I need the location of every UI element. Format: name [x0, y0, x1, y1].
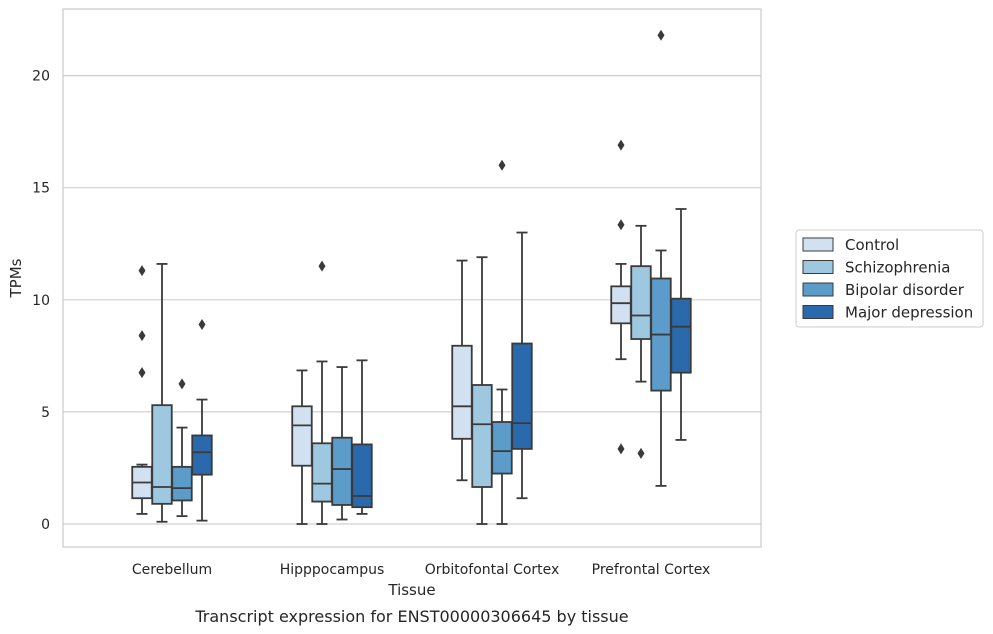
- outlier-point: [657, 29, 665, 41]
- outlier-point: [637, 447, 645, 459]
- y-tick-labels: 0 5 10 15 20: [32, 69, 50, 533]
- iqr-box: [151, 404, 173, 505]
- box-cerebellum-bipolar-disorder: [171, 378, 193, 518]
- y-tick-label-15: 15: [32, 181, 50, 197]
- y-tick-label-10: 10: [32, 293, 50, 309]
- iqr-box: [451, 344, 473, 440]
- legend-label-bipolar-disorder: Bipolar disorder: [845, 281, 965, 299]
- box-prefrontal-cortex-bipolar-disorder: [650, 29, 672, 487]
- iqr-box: [331, 436, 353, 506]
- box-cerebellum-schizophrenia: [151, 263, 173, 523]
- outlier-point: [138, 330, 146, 342]
- grid-lines: [63, 74, 761, 525]
- legend-swatch-bipolar-disorder: [802, 282, 834, 297]
- box-orbitofontal-cortex-bipolar-disorder: [491, 159, 513, 525]
- outlier-point: [198, 318, 206, 330]
- box-prefrontal-cortex-schizophrenia: [630, 224, 652, 459]
- x-tick-labels: Cerebellum Hipppocampus Orbitofontal Corte…: [132, 562, 710, 578]
- iqr-box: [351, 443, 373, 509]
- box-cerebellum-major-depression: [191, 318, 213, 522]
- x-tick-label-orbitofontal-cortex: Orbitofontal Cortex: [425, 562, 560, 578]
- box-hipppocampus-major-depression: [351, 359, 373, 515]
- chart-caption: Transcript expression for ENST0000030664…: [194, 607, 628, 626]
- outlier-point: [138, 367, 146, 379]
- iqr-box: [610, 285, 632, 325]
- outlier-point: [617, 219, 625, 231]
- box-hipppocampus-schizophrenia: [311, 260, 333, 525]
- y-tick-label-20: 20: [32, 69, 50, 85]
- plot-frame: [62, 8, 762, 548]
- box-orbitofontal-cortex-schizophrenia: [471, 256, 493, 525]
- x-tick-label-prefrontal-cortex: Prefrontal Cortex: [592, 562, 711, 578]
- outlier-point: [498, 159, 506, 171]
- legend-swatch-major-depression: [802, 305, 834, 319]
- box-hipppocampus-bipolar-disorder: [331, 366, 353, 521]
- y-tick-label-5: 5: [41, 405, 50, 421]
- iqr-box: [630, 265, 652, 340]
- boxes: [131, 29, 692, 525]
- legend-frame: [795, 229, 984, 328]
- box-orbitofontal-cortex-major-depression: [511, 231, 533, 500]
- iqr-box: [670, 297, 692, 374]
- legend-label-schizophrenia: Schizophrenia: [845, 259, 950, 277]
- y-tick-label-0: 0: [41, 517, 50, 533]
- outlier-point: [178, 378, 186, 390]
- outlier-point: [138, 265, 146, 277]
- iqr-box: [171, 465, 193, 502]
- iqr-box: [311, 442, 333, 503]
- box-cerebellum-control: [131, 265, 153, 515]
- iqr-box: [491, 421, 513, 475]
- box-orbitofontal-cortex-control: [451, 259, 473, 482]
- x-axis-label: Tissue: [387, 581, 435, 599]
- legend-label-major-depression: Major depression: [845, 304, 973, 322]
- legend: Control Schizophrenia Bipolar disorder Majo…: [795, 229, 984, 328]
- iqr-box: [511, 342, 533, 450]
- y-axis-label: TPMs: [7, 258, 25, 298]
- outlier-point: [617, 443, 625, 455]
- box-prefrontal-cortex-major-depression: [670, 208, 692, 441]
- box-hipppocampus-control: [291, 369, 313, 525]
- legend-label-control: Control: [845, 236, 899, 254]
- x-tick-label-cerebellum: Cerebellum: [132, 562, 212, 578]
- legend-swatch-schizophrenia: [802, 260, 834, 274]
- outlier-point: [617, 139, 625, 151]
- iqr-box: [291, 405, 313, 467]
- legend-swatch-control: [802, 237, 834, 252]
- iqr-box: [471, 384, 493, 488]
- x-tick-label-hipppocampus: Hipppocampus: [280, 562, 385, 578]
- box-prefrontal-cortex-control: [610, 139, 632, 455]
- outlier-point: [318, 260, 326, 272]
- iqr-box: [191, 434, 213, 476]
